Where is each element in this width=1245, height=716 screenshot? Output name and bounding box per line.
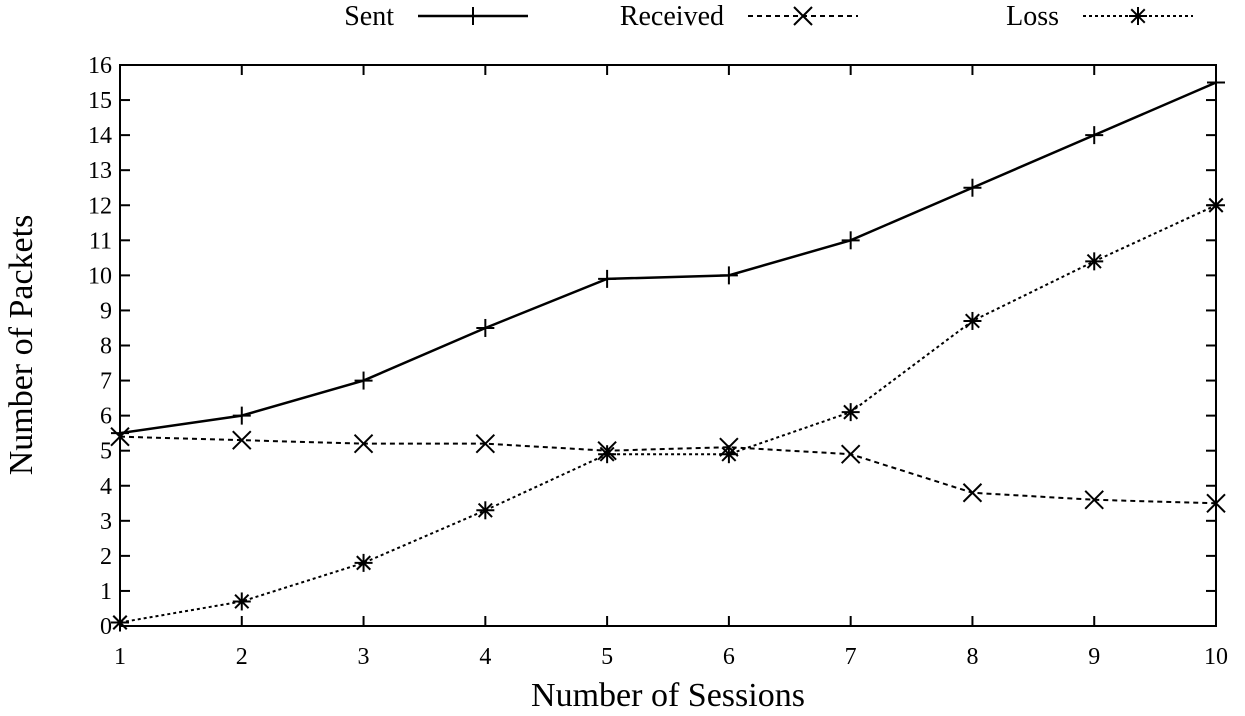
x-tick-label: 9 xyxy=(1088,644,1100,670)
point-sent xyxy=(354,371,373,390)
point-sent xyxy=(598,269,617,288)
point-received xyxy=(110,426,130,447)
y-tick-label: 5 xyxy=(100,439,112,465)
point-received xyxy=(1084,490,1104,510)
y-tick-label: 4 xyxy=(100,474,112,500)
point-received xyxy=(475,433,496,454)
y-tick-label: 14 xyxy=(88,123,112,149)
y-tick-label: 15 xyxy=(88,88,112,114)
point-received xyxy=(353,433,374,454)
point-sent xyxy=(841,231,860,250)
y-tick-label: 1 xyxy=(100,579,112,605)
point-received xyxy=(232,430,252,450)
point-loss xyxy=(354,553,373,572)
legend-marker xyxy=(1129,7,1147,25)
x-tick-label: 2 xyxy=(236,644,248,670)
y-tick-label: 7 xyxy=(100,369,112,395)
y-tick-label: 0 xyxy=(100,614,112,640)
point-received xyxy=(1206,493,1226,513)
series-layer xyxy=(110,73,1226,632)
plot-frame xyxy=(119,64,1217,627)
x-tick-label: 7 xyxy=(845,644,857,670)
series-line-loss xyxy=(119,204,1217,624)
y-tick-label: 6 xyxy=(100,404,112,430)
y-tick-label: 13 xyxy=(88,158,112,184)
y-tick-label: 9 xyxy=(100,298,112,324)
x-tick-label: 10 xyxy=(1204,644,1228,670)
legend-label: Received xyxy=(620,1,724,32)
y-tick-label: 3 xyxy=(100,509,112,535)
point-loss xyxy=(598,445,617,464)
legend-label: Loss xyxy=(1006,1,1059,32)
legend-item-received: Received xyxy=(620,1,858,32)
series-line-received xyxy=(119,435,1217,505)
x-tick-label: 3 xyxy=(358,644,370,670)
y-tick-label: 11 xyxy=(89,228,112,254)
legend-item-sent: Sent xyxy=(344,1,528,32)
x-axis-title: Number of Sessions xyxy=(531,677,805,714)
point-sent xyxy=(963,178,982,197)
point-loss xyxy=(719,445,738,464)
point-loss xyxy=(841,403,860,422)
point-sent xyxy=(111,424,129,443)
x-tick-label: 5 xyxy=(601,644,613,670)
point-sent xyxy=(476,318,495,337)
point-sent xyxy=(719,266,738,285)
point-loss xyxy=(476,501,495,520)
legend-marker xyxy=(464,7,482,25)
point-received xyxy=(840,444,861,464)
point-loss xyxy=(111,613,129,632)
x-tick-label: 4 xyxy=(479,644,491,670)
y-tick-label: 2 xyxy=(100,544,112,570)
legend: Sent Received Loss xyxy=(344,1,1193,32)
y-tick-label: 16 xyxy=(88,53,112,79)
point-loss xyxy=(1085,252,1104,271)
x-tick-label: 8 xyxy=(966,644,978,670)
legend-marker xyxy=(793,6,813,26)
series-line-sent xyxy=(119,81,1217,435)
y-tick-label: 8 xyxy=(100,334,112,360)
point-loss xyxy=(1207,196,1225,215)
point-received xyxy=(962,483,983,503)
legend-item-loss: Loss xyxy=(1006,1,1193,32)
point-loss xyxy=(963,311,982,330)
legend-label: Sent xyxy=(344,1,394,32)
y-tick-label: 10 xyxy=(88,263,112,289)
y-axis-title: Number of Packets xyxy=(3,215,40,476)
x-tick-label: 6 xyxy=(723,644,735,670)
point-sent xyxy=(232,406,251,425)
y-tick-label: 12 xyxy=(88,193,112,219)
point-sent xyxy=(1207,73,1225,92)
point-loss xyxy=(232,592,251,611)
point-sent xyxy=(1085,126,1104,145)
x-tick-label: 1 xyxy=(114,644,126,670)
